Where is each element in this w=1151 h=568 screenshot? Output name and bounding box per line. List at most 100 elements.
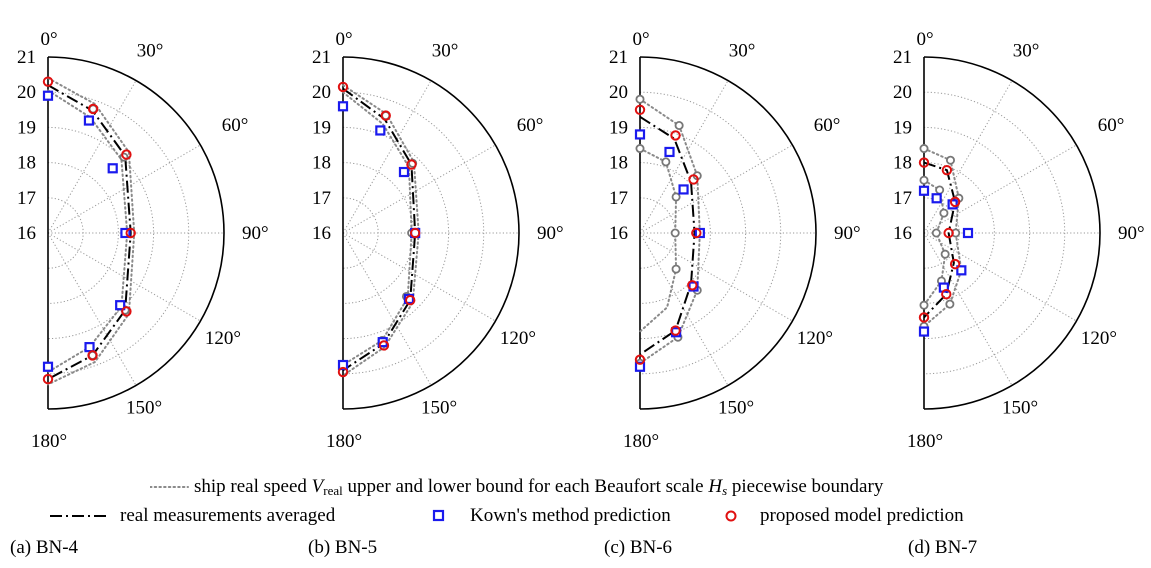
proposed-prediction-point xyxy=(949,258,961,270)
proposed-prediction-point xyxy=(670,325,681,336)
proposed-prediction-point xyxy=(634,104,646,116)
angular-tick-label: 60° xyxy=(814,115,841,136)
radial-grid-circle xyxy=(342,126,450,340)
kown-prediction-point xyxy=(931,193,942,204)
kown-prediction-point xyxy=(42,90,54,101)
bound-marker-point xyxy=(940,249,950,259)
bound-marker-point xyxy=(919,144,929,154)
polar-chart-a: 16 17 18 19 20 210° 30° 60° 90° 120° 150° 180° xyxy=(17,29,269,452)
proposed-prediction-point xyxy=(918,157,930,168)
average-line xyxy=(923,161,957,319)
radial-grid-circle xyxy=(47,126,155,340)
proposed-prediction-point xyxy=(121,306,132,317)
angular-tick-label: 180° xyxy=(31,431,67,452)
angular-tick-label: 180° xyxy=(907,431,943,452)
polar-outer-arc xyxy=(923,56,1101,410)
kown-prediction-point xyxy=(115,300,126,311)
radial-tick-label: 16 xyxy=(893,223,912,244)
radial-tick-label: 20 xyxy=(312,82,331,103)
angular-tick-label: 150° xyxy=(421,397,457,418)
proposed-prediction-point xyxy=(918,312,930,323)
proposed-prediction-point xyxy=(87,350,98,361)
polar-outer-arc xyxy=(342,56,520,410)
legend-bounds-label: ship real speed Vreal upper and lower bo… xyxy=(194,476,884,498)
radial-tick-label: 20 xyxy=(17,82,36,103)
legend-row-series: real measurements averaged Kown's method… xyxy=(0,503,1151,529)
proposed-prediction-point xyxy=(943,227,954,239)
bound-marker-point xyxy=(939,208,949,218)
proposed-prediction-point xyxy=(688,174,699,185)
angular-grid-line xyxy=(923,144,1077,234)
angular-tick-label: 90° xyxy=(537,223,564,244)
radial-grid-circle xyxy=(639,91,782,375)
radial-tick-label: 18 xyxy=(17,153,36,174)
angular-tick-label: 120° xyxy=(1081,328,1117,349)
angular-grid-line xyxy=(342,80,432,234)
kown-prediction-point xyxy=(664,146,675,158)
angular-tick-label: 30° xyxy=(432,40,459,61)
angular-tick-label: 90° xyxy=(834,223,861,244)
angular-grid-line xyxy=(639,232,793,322)
radial-tick-label: 17 xyxy=(312,188,331,209)
angular-tick-label: 0° xyxy=(916,29,933,50)
proposed-prediction-point xyxy=(406,159,417,170)
kown-prediction-point xyxy=(918,326,930,337)
radial-tick-label: 19 xyxy=(17,117,36,138)
angular-grid-line xyxy=(923,232,1013,386)
proposed-prediction-point xyxy=(409,227,421,239)
angular-tick-label: 30° xyxy=(137,40,164,61)
radial-tick-label: 18 xyxy=(312,153,331,174)
radial-tick-label: 20 xyxy=(609,82,628,103)
bound-marker-point xyxy=(945,155,955,165)
radial-tick-label: 19 xyxy=(312,117,331,138)
polar-outer-arc xyxy=(639,56,817,410)
radial-tick-label: 18 xyxy=(609,153,628,174)
legend-red-circle-icon xyxy=(725,510,737,522)
angular-tick-label: 30° xyxy=(1013,40,1040,61)
proposed-prediction-point xyxy=(687,280,698,291)
kown-prediction-point xyxy=(42,361,54,372)
proposed-prediction-point xyxy=(380,110,391,121)
kown-prediction-point xyxy=(918,185,930,196)
caption-a: (a) BN-4 xyxy=(10,537,79,558)
kown-prediction-point xyxy=(84,342,95,353)
proposed-prediction-point xyxy=(670,130,681,141)
kown-prediction-point xyxy=(398,166,410,178)
radial-tick-label: 21 xyxy=(17,47,36,68)
kown-prediction-point xyxy=(337,359,349,371)
angular-grid-line xyxy=(923,232,1077,322)
kown-prediction-point xyxy=(962,227,974,239)
angular-tick-label: 60° xyxy=(517,115,544,136)
radial-grid-circle xyxy=(923,91,1066,375)
angular-tick-label: 30° xyxy=(729,40,756,61)
proposed-prediction-point xyxy=(337,81,349,93)
angular-tick-label: 0° xyxy=(40,29,57,50)
polar-outer-arc xyxy=(47,56,225,410)
polar-panels: 1617181920210°30°60°90°120°150°180°16171… xyxy=(17,29,1145,452)
polar-chart-c: 16 17 18 19 20 210° 30° 60° 90° 120° 150° 180° xyxy=(609,29,861,452)
proposed-prediction-point xyxy=(949,196,961,208)
proposed-prediction-point xyxy=(405,295,416,306)
kown-prediction-point xyxy=(678,184,689,195)
bound-marker-point xyxy=(635,144,645,154)
angular-tick-label: 180° xyxy=(326,431,362,452)
angular-tick-label: 150° xyxy=(126,397,162,418)
angular-grid-line xyxy=(47,144,201,234)
kown-prediction-point xyxy=(83,115,95,126)
kown-prediction-point xyxy=(337,101,349,112)
angular-grid-line xyxy=(47,80,137,234)
kown-prediction-point xyxy=(403,293,415,305)
angular-tick-label: 120° xyxy=(797,328,833,349)
legend-kown-label: Kown's method prediction xyxy=(470,505,671,526)
proposed-prediction-point xyxy=(941,164,953,176)
radial-tick-label: 17 xyxy=(893,188,912,209)
legend-dotted-line-icon xyxy=(150,486,189,488)
kown-prediction-point xyxy=(688,281,699,292)
legend-dash-dot-line-icon xyxy=(50,515,110,517)
bound-marker-point xyxy=(919,175,929,185)
angular-grid-line xyxy=(342,144,496,234)
bound-marker-point xyxy=(931,228,941,238)
angular-tick-label: 90° xyxy=(1118,223,1145,244)
angular-tick-label: 120° xyxy=(500,328,536,349)
proposed-prediction-point xyxy=(87,103,99,115)
